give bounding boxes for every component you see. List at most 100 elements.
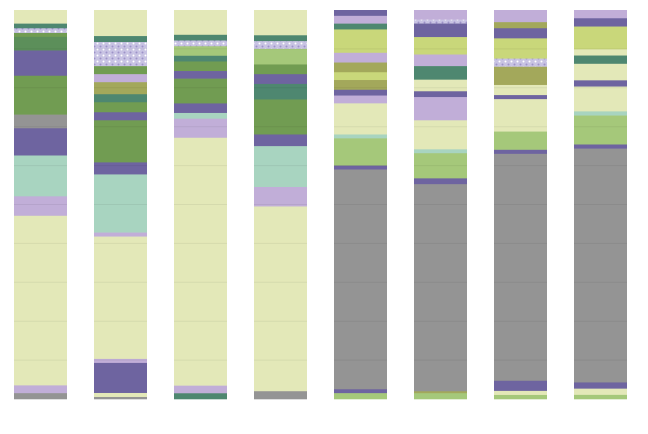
bar-segment [174,71,227,79]
bar-segment [574,49,627,56]
bar-segment [494,28,547,39]
bar-segment [494,66,547,86]
bar-segment [574,86,627,112]
bar-segment [494,22,547,29]
bar-segment [494,58,547,68]
bar-segment [174,112,227,119]
bar-segment [14,50,67,77]
bar-segment [334,52,387,63]
bar-segment [334,138,387,166]
bar-segment [94,74,147,83]
bar-segment [94,236,147,360]
bar-segment [14,393,67,400]
bar-segment [574,55,627,65]
bar-segment [14,215,67,386]
bar-segment [14,385,67,394]
bar-segment [334,29,387,54]
columns-layer [14,10,627,400]
bar-segment [414,91,467,98]
bar-segment [574,18,627,27]
bar-segment [574,115,627,145]
bar-segment [94,232,147,237]
bar-segment [94,82,147,95]
bar-segment [94,396,147,400]
bar-segment [94,112,147,121]
bar-segment [574,382,627,389]
bar-segment [254,391,307,400]
bar-segment [574,388,627,396]
bar-segment [574,394,627,400]
bar-segment [254,10,307,36]
bar-segment [14,128,67,156]
bar-segment [334,95,387,104]
bar-segment [414,393,467,400]
bar-segment [174,55,227,62]
bar-segment [414,10,467,20]
bar-segment [334,134,387,139]
bar-segment [574,111,627,116]
bar-segment [254,186,307,207]
bar-segment [94,392,147,398]
bar-segment [94,36,147,43]
bar-segment [334,10,387,17]
bar-segment [414,120,467,150]
bar-segment [334,72,387,81]
bar-segment [14,32,67,38]
bar-segment [574,63,627,81]
bar-segment [494,394,547,400]
bar-segment [414,54,467,67]
bar-segment [94,42,147,67]
bar-segment [494,131,547,151]
bar-segment [574,80,627,87]
column-4 [254,10,307,400]
bar-segment [14,23,67,29]
bar-segment [254,74,307,85]
bar-segment [414,391,467,394]
bar-segment [94,362,147,394]
bar-segment [94,120,147,163]
bar-segment [254,41,307,50]
bar-segment [94,358,147,364]
bar-segment [494,99,547,132]
bar-segment [334,169,387,390]
bar-segment [94,102,147,113]
bar-segment [174,34,227,41]
bar-segment [174,137,227,386]
bar-segment [14,155,67,197]
column-2 [94,10,147,400]
bar-segment [414,178,467,185]
bar-segment [94,162,147,175]
bar-segment [334,103,387,135]
bar-segment [174,393,227,400]
bar-segment [414,23,467,38]
bar-segment [14,196,67,217]
bar-segment [334,393,387,400]
bar-segment [254,134,307,147]
bar-segment [94,66,147,75]
bar-segment [494,38,547,59]
bar-segment [334,62,387,73]
column-7 [494,10,547,400]
faint-row-lines [14,48,627,361]
bar-segment [414,79,467,92]
bar-segment [494,84,547,96]
bar-segment [254,146,307,188]
bar-segment [174,118,227,139]
bar-segment [494,149,547,155]
bar-segment [414,19,467,24]
bar-segment [334,165,387,170]
bar-segment [94,10,147,37]
bar-segment [254,83,307,100]
bar-segment [174,61,227,72]
bar-segment [574,144,627,149]
bar-segment [174,10,227,36]
bar-segment [414,149,467,154]
bar-segment [414,184,467,392]
bar-segment [574,10,627,19]
bar-segment [174,385,227,394]
bar-segment [574,26,627,50]
bar-segment [174,46,227,57]
bar-segment [334,89,387,96]
bar-segment [334,23,387,30]
